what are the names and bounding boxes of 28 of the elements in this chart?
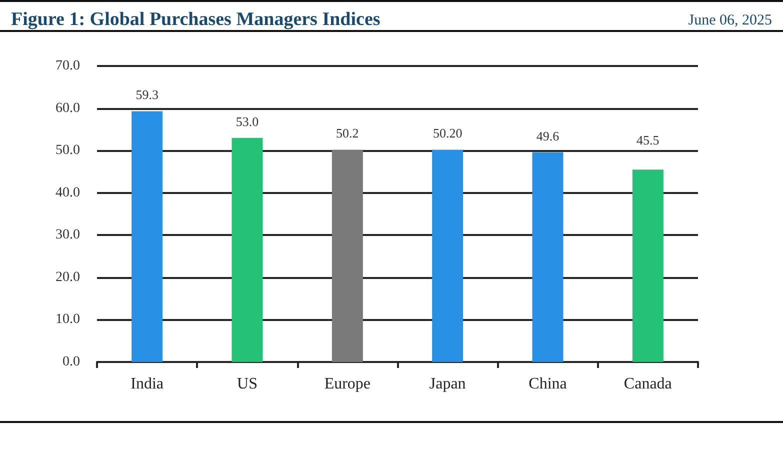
y-tick-label: 10.0 — [56, 312, 80, 328]
x-tick-label: Europe — [324, 376, 371, 392]
x-tick-label: India — [130, 376, 164, 392]
y-tick-label: 70.0 — [56, 58, 80, 74]
y-tick-label: 0.0 — [62, 354, 80, 370]
data-label: 59.3 — [136, 87, 158, 102]
y-tick-label: 30.0 — [56, 228, 80, 243]
y-tick-label: 50.0 — [56, 143, 80, 158]
x-tick-label: US — [237, 376, 258, 392]
text: June 06, 2025 — [688, 12, 772, 28]
data-label: 50.20 — [432, 126, 462, 141]
x-tick-label: China — [528, 376, 567, 392]
y-tick-label: 60.0 — [56, 100, 80, 116]
chart-title: Figure 1: Global Purchases Managers Indices — [11, 9, 380, 30]
bar — [132, 111, 163, 362]
bar — [332, 150, 363, 362]
data-label: 53.0 — [236, 114, 259, 129]
x-tick-label: Canada — [624, 376, 672, 392]
bar — [432, 150, 464, 362]
data-label: 50.2 — [336, 126, 359, 141]
y-tick-label: 40.0 — [56, 185, 80, 200]
x-tick-label: Japan — [429, 376, 466, 392]
data-label: 45.5 — [636, 132, 660, 148]
y-tick-label: 20.0 — [56, 270, 80, 285]
bar — [632, 170, 664, 362]
bar — [532, 152, 564, 362]
data-label: 49.6 — [536, 128, 560, 144]
bar — [232, 138, 263, 362]
